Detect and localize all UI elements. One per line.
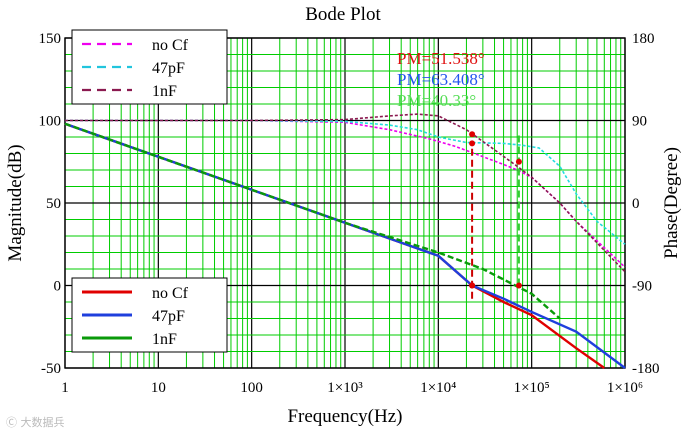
legend-phase-box xyxy=(71,29,228,105)
x-tick-label: 1×10³ xyxy=(327,380,363,396)
legend-phase-label: no Cf xyxy=(152,37,189,54)
x-tick-label: 1×10⁵ xyxy=(514,380,550,396)
x-tick-label: 1×10⁴ xyxy=(420,380,456,396)
x-tick-label: 1×10⁶ xyxy=(607,380,643,396)
legend-magnitude-label: 47pF xyxy=(152,308,185,325)
x-tick-label: 10 xyxy=(151,380,166,396)
phase-line-1nf xyxy=(65,113,626,273)
y-tick-label-right: 180 xyxy=(632,31,655,47)
y-axis-label-left: Magnitude(dB) xyxy=(5,144,26,261)
legend-magnitude-label: 1nF xyxy=(152,331,177,348)
y-tick-label-right: 0 xyxy=(632,196,640,212)
plot-frame xyxy=(64,37,626,369)
phase-marker xyxy=(469,140,476,147)
legend-phase-label: 1nF xyxy=(152,83,177,100)
y-tick-label-right: -180 xyxy=(632,361,660,377)
legend-magnitude-label: no Cf xyxy=(152,285,189,302)
crossover-marker xyxy=(469,282,476,289)
y-tick-label-right: 90 xyxy=(632,114,647,130)
annotations: PM=51.538° PM=63.408° PM=40.33° xyxy=(397,49,485,110)
phase-marker xyxy=(515,158,522,165)
curves xyxy=(64,113,626,369)
y-tick-label-left: 0 xyxy=(54,279,62,295)
phase-margin-annotation: PM=63.408° xyxy=(397,70,485,89)
chart-title: Bode Plot xyxy=(305,4,381,25)
y-tick-label-right: -90 xyxy=(632,279,652,295)
magnitude-line-1nf xyxy=(64,122,561,320)
y-tick-label-left: 150 xyxy=(39,31,62,47)
y-tick-label-left: 100 xyxy=(39,114,62,130)
tick-labels: 1 10 100 1×10³ 1×10⁴ 1×10⁵ 1×10⁶ 150 100 50 0 -50 18… xyxy=(39,31,660,396)
legend-phase-label: 47pF xyxy=(152,60,185,77)
y-tick-label-left: 50 xyxy=(46,196,61,212)
y-tick-label-left: -50 xyxy=(41,361,61,377)
y-axis-label-right: Phase(Degree) xyxy=(661,147,682,259)
x-tick-label: 100 xyxy=(240,380,263,396)
phase-margin-annotation: PM=40.33° xyxy=(397,91,476,110)
watermark: Ⓒ 大数据兵 xyxy=(6,416,65,429)
x-axis-label: Frequency(Hz) xyxy=(287,406,402,427)
crossover-marker xyxy=(515,282,522,289)
phase-marker xyxy=(469,131,476,138)
x-tick-label: 1 xyxy=(61,380,69,396)
phase-margin-annotation: PM=51.538° xyxy=(397,49,485,68)
legends: no Cf 47pF 1nF no Cf 47pF 1nF xyxy=(71,29,228,353)
